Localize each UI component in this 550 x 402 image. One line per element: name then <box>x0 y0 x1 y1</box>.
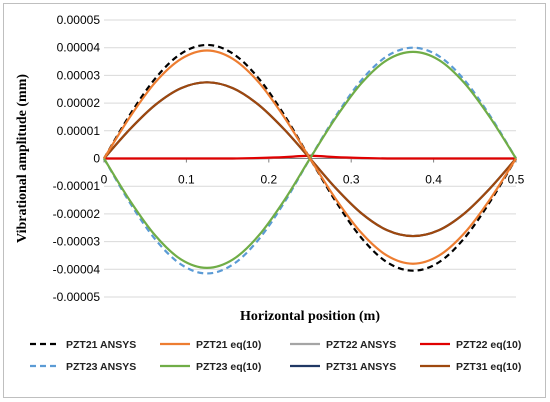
series-line-pzt21-ansys <box>103 43 517 272</box>
legend-label: PZT31 eq(10) <box>456 361 521 373</box>
legend-label: PZT23 eq(10) <box>196 361 261 373</box>
series-line-pzt21-eq-10- <box>103 49 517 265</box>
legend-label: PZT21 ANSYS <box>66 339 136 351</box>
y-tick-label: 0.00004 <box>57 41 101 55</box>
x-tick-label: 0.4 <box>425 173 442 187</box>
y-tick-label: -0.00003 <box>53 235 101 249</box>
y-tick-label: 0 <box>93 152 100 166</box>
y-tick-label: 0.00001 <box>57 124 101 138</box>
y-tick-label: 0.00005 <box>57 13 101 27</box>
x-tick-label: 0 <box>101 173 108 187</box>
series-line-pzt23-ansys <box>103 46 517 275</box>
y-tick-label: 0.00002 <box>57 96 101 110</box>
legend-label: PZT31 ANSYS <box>326 361 396 373</box>
series-line-pzt22-eq-10- <box>104 154 516 160</box>
y-axis-title: Vibrational amplitude (mm) <box>15 74 30 243</box>
x-tick-label: 0.1 <box>178 173 195 187</box>
legend-label: PZT23 ANSYS <box>66 361 136 373</box>
y-tick-label: -0.00004 <box>53 262 101 276</box>
legend-label: PZT22 ANSYS <box>326 339 396 351</box>
grid-layer <box>104 19 516 298</box>
legend: PZT21 ANSYS PZT21 eq(10) PZT22 ANSYS PZT22 … <box>30 339 521 373</box>
y-tick-label: 0.00003 <box>57 68 101 82</box>
y-tick-label: -0.00001 <box>53 179 101 193</box>
series-layer <box>103 43 517 275</box>
x-tick-label: 0.3 <box>343 173 360 187</box>
y-tick-label: -0.00002 <box>53 207 101 221</box>
y-tick-label: -0.00005 <box>53 290 101 304</box>
tick-label-layer: 0.000050.000040.000030.000020.000010-0.0… <box>53 13 525 304</box>
legend-label: PZT22 eq(10) <box>456 339 521 351</box>
legend-label: PZT21 eq(10) <box>196 339 261 351</box>
x-tick-label: 0.2 <box>260 173 277 187</box>
x-axis-title: Horizontal position (m) <box>240 309 380 324</box>
x-tick-label: 0.5 <box>508 173 525 187</box>
